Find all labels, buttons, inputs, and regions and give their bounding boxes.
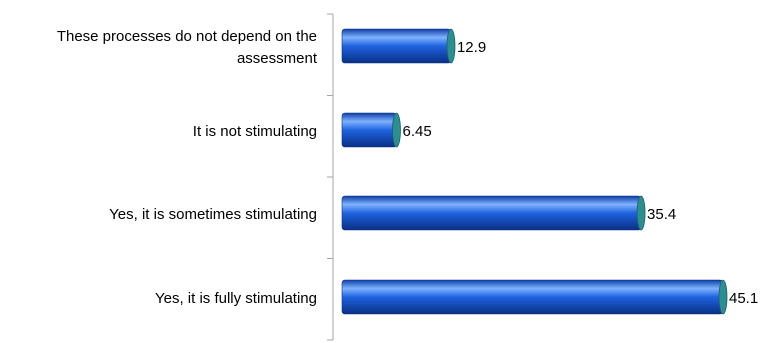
bar-end-cap (718, 279, 728, 315)
category-label-line: These processes do not depend on the (57, 28, 317, 45)
axis-layer (327, 13, 334, 341)
category-label: It is not stimulating (193, 123, 317, 140)
bar-body (341, 279, 724, 315)
labels-layer: 12.9 These processes do not depend on the… (57, 28, 758, 307)
value-label: 35.4 (647, 206, 676, 223)
bar-body (341, 112, 397, 148)
bars-layer (341, 28, 728, 315)
category-label: Yes, it is sometimes stimulating (109, 206, 317, 223)
category-label-line: assessment (237, 50, 318, 67)
category-label-line: Yes, it is sometimes stimulating (109, 206, 317, 223)
category-label: Yes, it is fully stimulating (155, 290, 317, 307)
bar-end-cap (636, 195, 646, 231)
bar-4 (341, 279, 728, 315)
category-label-line: Yes, it is fully stimulating (155, 290, 317, 307)
bar-body (341, 195, 642, 231)
value-label: 12.9 (457, 39, 486, 56)
bar-body (341, 28, 452, 64)
bar-end-cap (446, 28, 456, 64)
value-label: 45.1 (729, 290, 758, 307)
bar-1 (341, 28, 456, 64)
bar-end-cap (392, 112, 401, 148)
category-label-line: It is not stimulating (193, 123, 317, 140)
category-label: These processes do not depend on the asse… (57, 28, 318, 67)
value-label: 6.45 (402, 123, 431, 140)
bar-2 (341, 112, 401, 148)
bar-3 (341, 195, 646, 231)
